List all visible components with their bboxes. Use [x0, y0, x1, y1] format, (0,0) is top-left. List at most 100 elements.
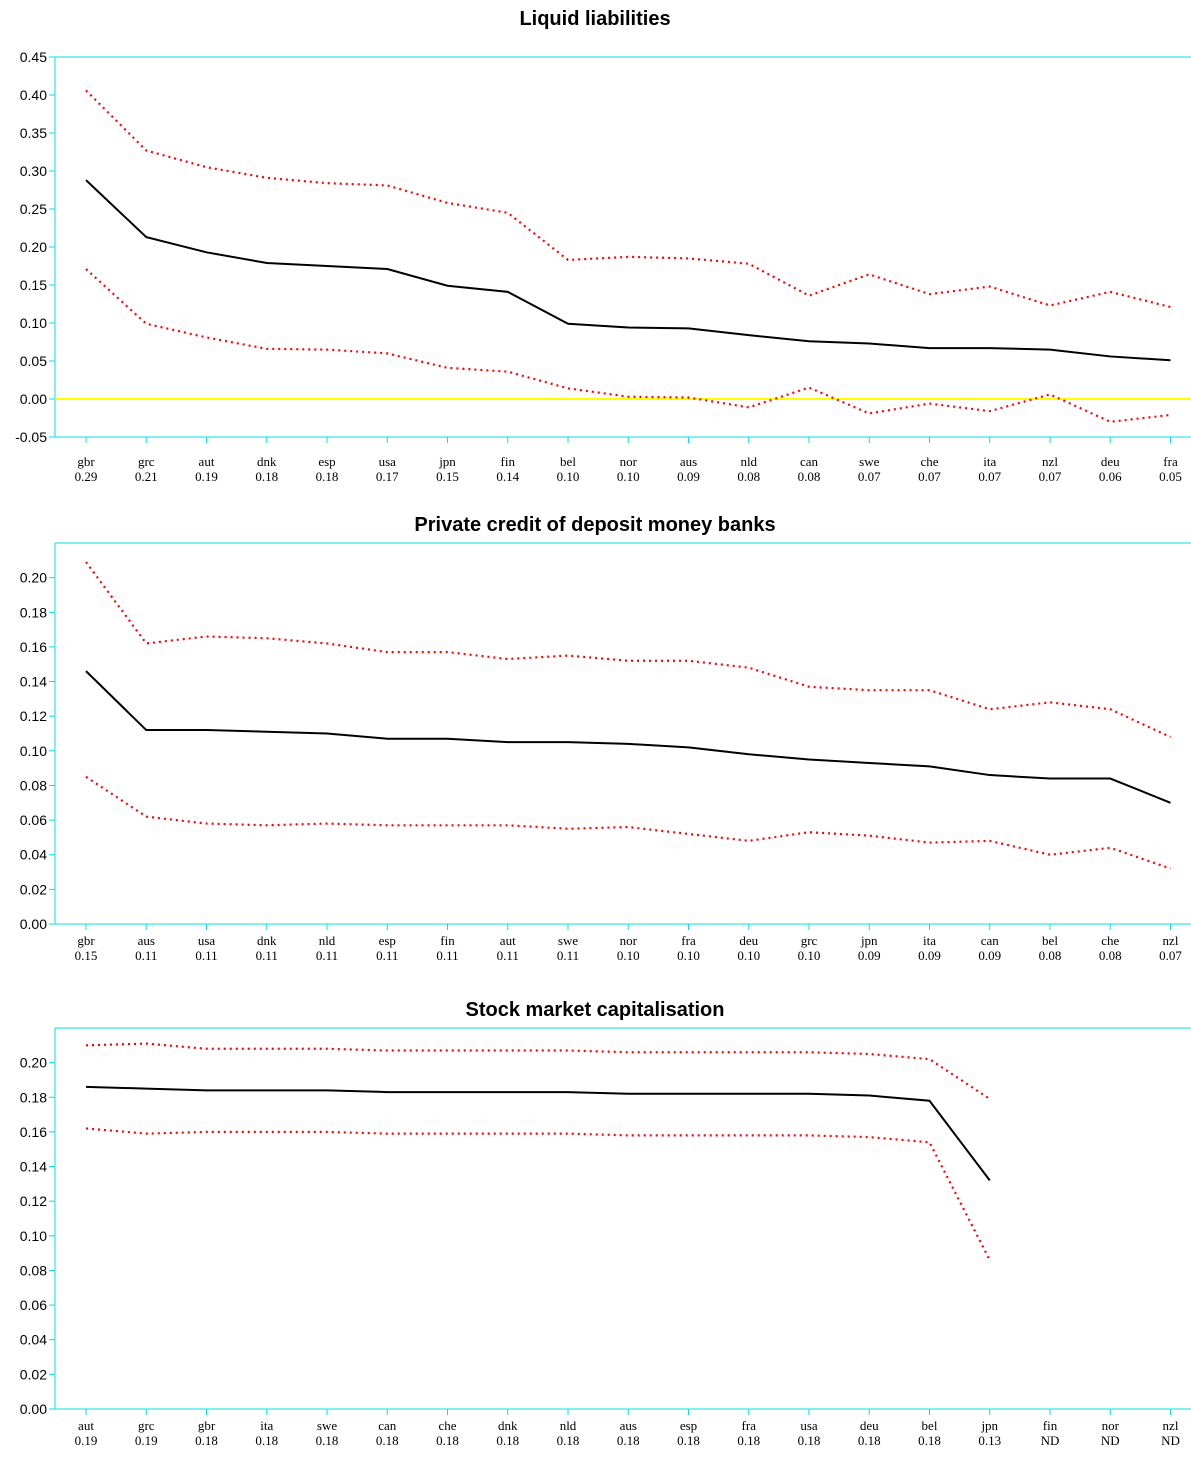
- x-tick-label-value: 0.18: [918, 1433, 941, 1448]
- x-tick-label-country: nzl: [1163, 933, 1179, 948]
- y-tick-label: 0.10: [20, 743, 47, 759]
- x-tick-label-country: swe: [558, 933, 578, 948]
- x-tick-label-value: 0.19: [195, 469, 218, 484]
- x-tick-label-country: gbr: [77, 933, 95, 948]
- x-tick-label-country: grc: [138, 454, 155, 469]
- y-tick-label: 0.02: [20, 881, 47, 897]
- x-tick-label-country: bel: [560, 454, 576, 469]
- x-tick-label-value: 0.18: [376, 1433, 399, 1448]
- x-tick-label-country: che: [438, 1418, 456, 1433]
- x-tick-label-value: 0.09: [978, 948, 1001, 963]
- estimate-line: [85, 670, 1171, 804]
- upper-bound-line: [85, 89, 1171, 309]
- x-tick-label-country: dnk: [498, 1418, 518, 1433]
- x-tick-label-value: 0.09: [858, 948, 881, 963]
- x-tick-label-country: nzl: [1163, 1418, 1179, 1433]
- x-tick-label-country: fra: [681, 933, 696, 948]
- lower-bound-line: [85, 268, 1171, 423]
- x-tick-label-value: 0.18: [316, 1433, 339, 1448]
- x-tick-label-value: 0.18: [195, 1433, 218, 1448]
- x-tick-label-value: 0.14: [496, 469, 519, 484]
- x-tick-label-country: esp: [379, 933, 396, 948]
- y-tick-label: 0.40: [20, 87, 47, 103]
- x-tick-label-country: nld: [319, 933, 336, 948]
- x-tick-label-country: deu: [1101, 454, 1120, 469]
- y-tick-label: 0.05: [20, 353, 47, 369]
- x-tick-label-value: 0.13: [978, 1433, 1001, 1448]
- x-tick-label-country: gbr: [77, 454, 95, 469]
- y-tick-label: 0.00: [20, 1401, 47, 1417]
- x-tick-label-country: aut: [78, 1418, 94, 1433]
- x-tick-label-value: 0.10: [557, 469, 580, 484]
- chart-title: Stock market capitalisation: [466, 999, 725, 1021]
- x-tick-label-country: swe: [859, 454, 879, 469]
- y-tick-label: 0.15: [20, 277, 47, 293]
- x-tick-label-country: aus: [680, 454, 697, 469]
- chart-title: Private credit of deposit money banks: [414, 514, 775, 536]
- y-tick-label: 0.18: [20, 604, 47, 620]
- x-tick-label-value: 0.10: [617, 469, 640, 484]
- x-tick-label-value: 0.08: [737, 469, 760, 484]
- x-tick-label-value: 0.08: [1039, 948, 1062, 963]
- y-tick-label: 0.12: [20, 708, 47, 724]
- x-tick-label-value: 0.06: [1099, 469, 1122, 484]
- x-tick-label-country: aut: [199, 454, 215, 469]
- x-tick-label-country: ita: [983, 454, 996, 469]
- x-tick-label-value: 0.07: [858, 469, 881, 484]
- x-tick-label-value: 0.17: [376, 469, 399, 484]
- x-tick-label-country: nor: [620, 933, 638, 948]
- y-tick-label: 0.04: [20, 1332, 47, 1348]
- x-tick-label-country: usa: [800, 1418, 818, 1433]
- y-tick-label: 0.18: [20, 1089, 47, 1105]
- chart-panel-1: Liquid liabilities -0.05 0.00 0.05 0.10 0.15 0…: [15, 8, 1191, 484]
- y-tick-label: 0.14: [20, 674, 47, 690]
- x-tick-label-value: 0.07: [918, 469, 941, 484]
- x-tick-label-value: ND: [1041, 1433, 1060, 1448]
- x-tick-label-value: ND: [1161, 1433, 1180, 1448]
- x-tick-label-country: usa: [198, 933, 216, 948]
- upper-bound-line: [85, 1042, 991, 1100]
- x-tick-label-value: 0.18: [617, 1433, 640, 1448]
- x-tick-label-country: jpn: [980, 1418, 998, 1433]
- x-tick-label-value: 0.05: [1159, 469, 1182, 484]
- x-tick-label-value: 0.07: [1159, 948, 1182, 963]
- x-tick-label-value: 0.10: [798, 948, 821, 963]
- x-tick-label-country: fin: [1043, 1418, 1058, 1433]
- chart-panel-2: Private credit of deposit money banks 0.0…: [20, 514, 1191, 963]
- x-tick-label-value: 0.11: [316, 948, 338, 963]
- x-tick-label-country: nld: [560, 1418, 577, 1433]
- x-tick-label-country: grc: [138, 1418, 155, 1433]
- x-tick-label-country: esp: [680, 1418, 697, 1433]
- y-tick-label: 0.10: [20, 315, 47, 331]
- y-tick-label: 0.35: [20, 125, 47, 141]
- y-tick-label: 0.00: [20, 916, 47, 932]
- x-tick-label-value: 0.18: [798, 1433, 821, 1448]
- y-tick-label: 0.20: [20, 1055, 47, 1071]
- y-tick-label: 0.20: [20, 239, 47, 255]
- x-tick-label-country: che: [1101, 933, 1119, 948]
- x-tick-label-value: 0.18: [737, 1433, 760, 1448]
- x-tick-label-value: 0.09: [677, 469, 700, 484]
- x-tick-label-country: esp: [318, 454, 335, 469]
- x-tick-label-value: 0.11: [256, 948, 278, 963]
- x-tick-label-country: grc: [801, 933, 818, 948]
- x-tick-label-value: 0.07: [1039, 469, 1062, 484]
- x-tick-label-country: ita: [923, 933, 936, 948]
- x-tick-label-value: 0.21: [135, 469, 158, 484]
- x-tick-label-value: ND: [1101, 1433, 1120, 1448]
- x-tick-label-value: 0.15: [436, 469, 459, 484]
- x-tick-label-value: 0.18: [255, 1433, 278, 1448]
- y-tick-label: 0.16: [20, 1124, 47, 1140]
- y-tick-label: 0.10: [20, 1228, 47, 1244]
- x-tick-label-value: 0.18: [496, 1433, 519, 1448]
- x-tick-label-country: fin: [440, 933, 455, 948]
- x-tick-label-country: can: [378, 1418, 397, 1433]
- x-tick-label-value: 0.11: [376, 948, 398, 963]
- x-tick-label-country: aus: [138, 933, 155, 948]
- y-tick-label: 0.16: [20, 639, 47, 655]
- x-tick-label-country: dnk: [257, 454, 277, 469]
- x-tick-label-value: 0.10: [677, 948, 700, 963]
- x-tick-label-country: ita: [260, 1418, 273, 1433]
- chart-title: Liquid liabilities: [519, 8, 670, 30]
